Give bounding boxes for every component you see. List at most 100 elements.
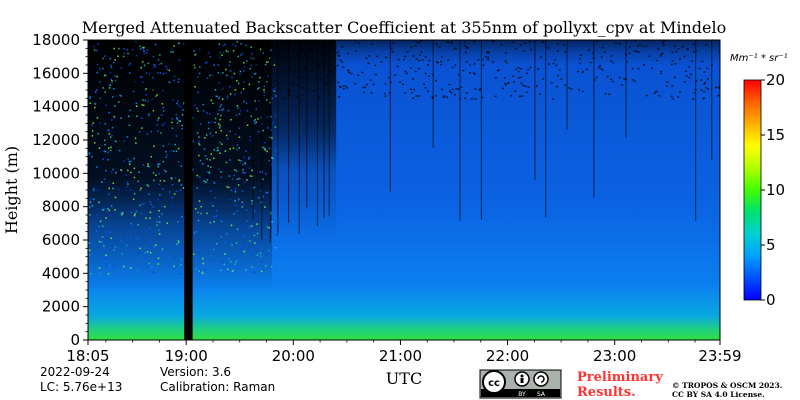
speckle-dark: [438, 46, 441, 48]
speckle: [141, 104, 144, 106]
speckle: [207, 51, 210, 54]
speckle: [196, 174, 199, 177]
speckle: [95, 214, 98, 216]
speckle-dark: [146, 54, 149, 57]
speckle-dark: [303, 75, 306, 78]
speckle: [103, 255, 106, 257]
speckle: [202, 257, 204, 260]
speckle-dark: [522, 50, 525, 53]
speckle-dark: [418, 67, 421, 70]
speckle: [249, 240, 251, 242]
speckle: [238, 199, 240, 201]
speckle: [206, 77, 209, 80]
speckle-dark: [171, 55, 174, 58]
speckle: [119, 94, 121, 97]
speckle-dark: [675, 50, 678, 53]
speckle-dark: [473, 73, 476, 75]
speckle-dark: [625, 61, 628, 63]
speckle-dark: [517, 66, 520, 69]
speckle: [149, 245, 152, 248]
x-tick-label: 20:00: [272, 347, 315, 365]
speckle-dark: [677, 48, 680, 50]
speckle: [149, 251, 152, 254]
speckle-dark: [514, 47, 517, 50]
speckle-dark: [145, 58, 148, 61]
speckle: [177, 160, 180, 163]
speckle: [91, 130, 94, 132]
speckle: [156, 124, 158, 126]
speckle-dark: [135, 48, 138, 50]
speckle: [177, 81, 180, 83]
speckle-dark: [164, 43, 167, 45]
speckle-dark: [418, 59, 421, 62]
speckle: [266, 99, 268, 101]
speckle: [108, 130, 111, 132]
speckle-dark: [466, 47, 469, 49]
speckle-dark: [454, 64, 457, 66]
speckle: [253, 271, 255, 274]
speckle-dark: [326, 75, 329, 78]
speckle: [195, 230, 198, 233]
speckle-dark: [391, 51, 394, 53]
speckle: [211, 135, 214, 137]
speckle: [200, 205, 202, 208]
speckle: [173, 79, 175, 82]
speckle-dark: [125, 97, 128, 99]
speckle-dark: [435, 95, 438, 97]
speckle-dark: [604, 93, 607, 95]
speckle-dark: [222, 87, 225, 89]
speckle: [198, 154, 200, 157]
speckle: [175, 265, 177, 268]
speckle-dark: [690, 73, 693, 75]
speckle: [249, 269, 251, 271]
speckle-dark: [587, 49, 590, 51]
speckle: [98, 147, 101, 149]
speckle-dark: [673, 76, 676, 79]
speckle-dark: [582, 70, 585, 73]
speckle: [229, 148, 231, 150]
colorbar-tick-label: 20: [766, 71, 785, 89]
speckle: [209, 74, 211, 77]
speckle-dark: [477, 59, 480, 61]
speckle: [232, 178, 234, 180]
speckle-dark: [346, 69, 349, 72]
speckle: [120, 67, 122, 69]
speckle-dark: [447, 59, 450, 62]
speckle-dark: [618, 42, 621, 45]
speckle-dark: [512, 75, 515, 77]
speckle: [115, 172, 117, 174]
speckle: [216, 149, 219, 152]
speckle: [267, 127, 269, 129]
speckle: [154, 65, 157, 68]
speckle: [253, 120, 256, 122]
speckle: [263, 142, 266, 144]
speckle: [183, 43, 185, 45]
speckle-dark: [418, 42, 421, 44]
speckle: [271, 221, 273, 223]
speckle-dark: [277, 82, 280, 85]
speckle-dark: [706, 78, 709, 80]
speckle-dark: [634, 40, 637, 42]
speckle-dark: [103, 61, 106, 64]
speckle-dark: [258, 98, 261, 100]
speckle-dark: [117, 60, 120, 62]
speckle: [153, 179, 155, 182]
x-tick-label: 22:00: [486, 347, 529, 365]
speckle: [157, 199, 160, 201]
speckle: [262, 195, 265, 198]
speckle: [219, 269, 221, 271]
speckle: [204, 246, 206, 249]
speckle: [152, 271, 155, 273]
speckle-dark: [519, 44, 522, 46]
speckle: [256, 254, 259, 256]
speckle: [142, 48, 145, 50]
speckle: [102, 67, 104, 70]
speckle: [147, 185, 150, 187]
speckle: [202, 163, 204, 165]
speckle: [192, 169, 194, 171]
speckle: [161, 188, 164, 190]
speckle: [110, 78, 113, 81]
speckle-dark: [415, 95, 418, 97]
speckle-dark: [166, 87, 169, 89]
speckle: [102, 57, 104, 60]
